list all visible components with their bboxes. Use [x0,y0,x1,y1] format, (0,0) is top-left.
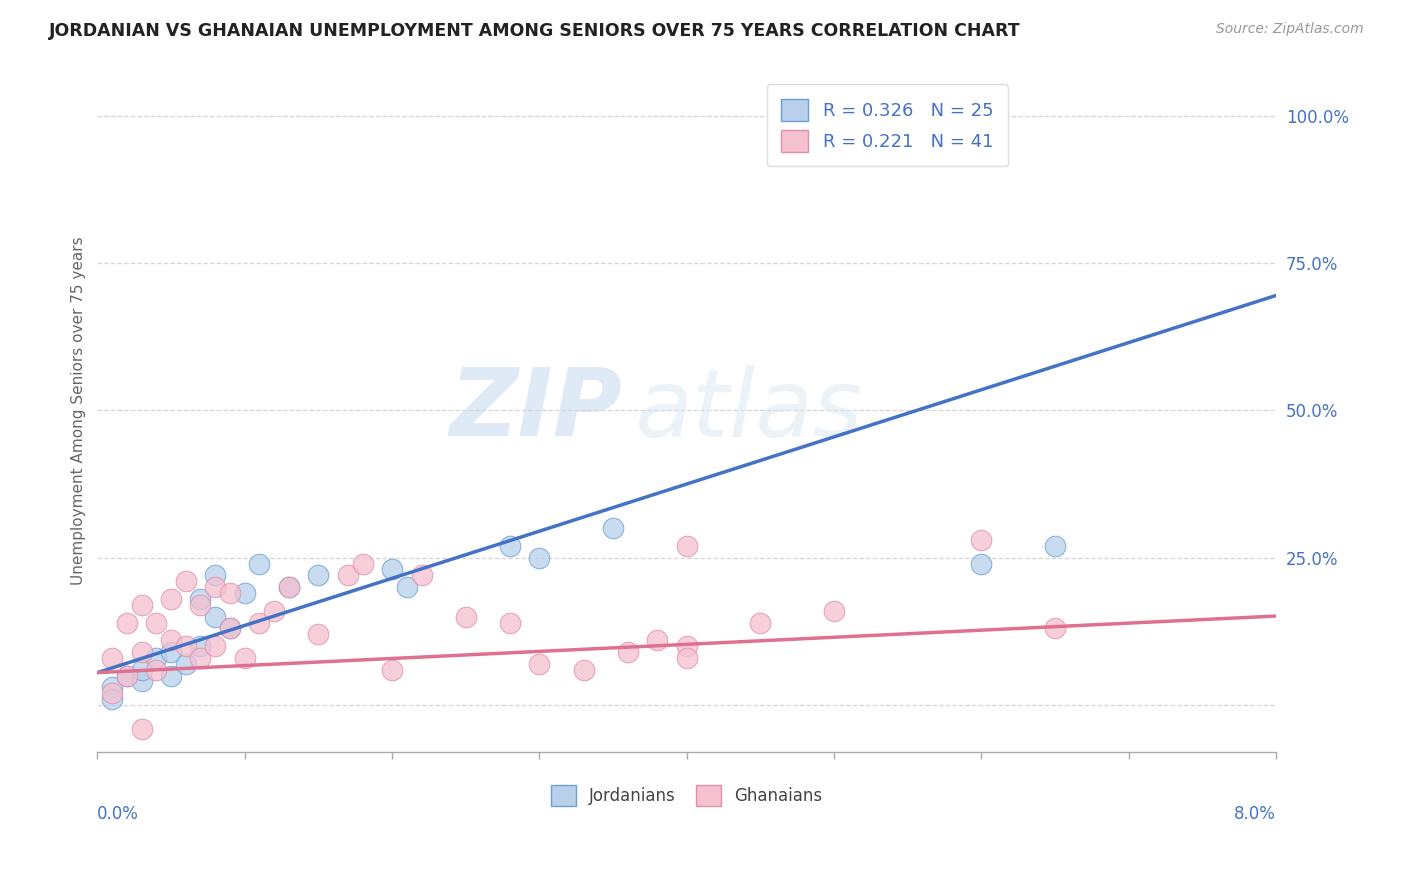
Point [749,615,772,630]
Point [675,639,697,653]
Point [145,663,167,677]
Point [263,604,285,618]
Point [499,539,522,553]
Point [101,692,124,706]
Point [529,657,551,671]
Point [160,645,183,659]
Point [131,645,153,659]
Point [160,668,183,682]
Point [572,663,595,677]
Point [131,598,153,612]
Point [115,615,138,630]
Point [1043,539,1066,553]
Point [204,609,226,624]
Point [617,645,640,659]
Text: JORDANIAN VS GHANAIAN UNEMPLOYMENT AMONG SENIORS OVER 75 YEARS CORRELATION CHART: JORDANIAN VS GHANAIAN UNEMPLOYMENT AMONG… [49,22,1021,40]
Point [529,550,551,565]
Point [602,521,624,535]
Point [277,580,299,594]
Text: 8.0%: 8.0% [1234,805,1277,823]
Point [352,557,374,571]
Point [204,639,226,653]
Point [1043,622,1066,636]
Point [277,580,299,594]
Point [174,657,197,671]
Point [190,639,212,653]
Point [381,562,404,576]
Point [411,568,433,582]
Point [219,586,242,600]
Point [190,591,212,606]
Point [131,674,153,689]
Point [190,598,212,612]
Point [160,633,183,648]
Point [970,557,993,571]
Point [249,557,271,571]
Point [145,651,167,665]
Point [307,568,329,582]
Point [101,681,124,695]
Text: Source: ZipAtlas.com: Source: ZipAtlas.com [1216,22,1364,37]
Point [499,615,522,630]
Point [145,615,167,630]
Point [115,668,138,682]
Point [219,622,242,636]
Point [233,586,256,600]
Point [233,651,256,665]
Point [823,604,845,618]
Point [381,663,404,677]
Point [675,651,697,665]
Point [101,651,124,665]
Point [160,591,183,606]
Y-axis label: Unemployment Among Seniors over 75 years: Unemployment Among Seniors over 75 years [72,236,86,584]
Point [101,686,124,700]
Point [249,615,271,630]
Point [219,622,242,636]
Point [454,609,477,624]
Point [115,668,138,682]
Point [204,568,226,582]
Point [131,722,153,736]
Point [307,627,329,641]
Point [174,574,197,589]
Point [190,651,212,665]
Point [645,633,668,648]
Legend: Jordanians, Ghanaians: Jordanians, Ghanaians [544,779,830,813]
Point [970,533,993,547]
Text: ZIP: ZIP [449,364,621,457]
Point [336,568,359,582]
Point [675,539,697,553]
Text: 0.0%: 0.0% [97,805,139,823]
Point [174,639,197,653]
Point [204,580,226,594]
Point [395,580,418,594]
Text: atlas: atlas [634,365,862,456]
Point [131,663,153,677]
